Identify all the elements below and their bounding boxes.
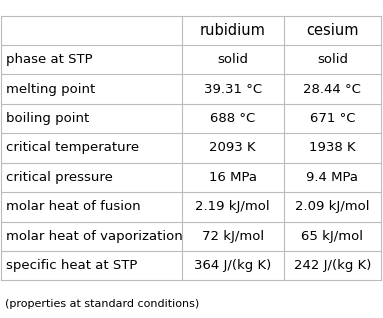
Text: 72 kJ/mol: 72 kJ/mol	[202, 230, 264, 243]
Text: 9.4 MPa: 9.4 MPa	[306, 171, 358, 184]
Text: molar heat of fusion: molar heat of fusion	[7, 200, 141, 213]
Text: 39.31 °C: 39.31 °C	[204, 83, 262, 96]
Text: 2093 K: 2093 K	[210, 142, 256, 155]
Text: 671 °C: 671 °C	[309, 112, 355, 125]
Text: solid: solid	[317, 53, 348, 66]
Text: 28.44 °C: 28.44 °C	[303, 83, 361, 96]
Text: phase at STP: phase at STP	[7, 53, 93, 66]
Text: 2.09 kJ/mol: 2.09 kJ/mol	[295, 200, 370, 213]
Text: 242 J/(kg K): 242 J/(kg K)	[294, 259, 371, 272]
Text: 2.19 kJ/mol: 2.19 kJ/mol	[195, 200, 270, 213]
Text: (properties at standard conditions): (properties at standard conditions)	[5, 299, 200, 309]
Text: rubidium: rubidium	[200, 23, 266, 38]
Text: 1938 K: 1938 K	[309, 142, 356, 155]
Text: critical pressure: critical pressure	[7, 171, 113, 184]
Text: specific heat at STP: specific heat at STP	[7, 259, 138, 272]
Text: boiling point: boiling point	[7, 112, 90, 125]
Text: 16 MPa: 16 MPa	[209, 171, 257, 184]
Text: 688 °C: 688 °C	[210, 112, 255, 125]
Text: 65 kJ/mol: 65 kJ/mol	[301, 230, 363, 243]
Text: 364 J/(kg K): 364 J/(kg K)	[194, 259, 272, 272]
Text: molar heat of vaporization: molar heat of vaporization	[7, 230, 183, 243]
Text: solid: solid	[217, 53, 248, 66]
Text: cesium: cesium	[306, 23, 358, 38]
Text: melting point: melting point	[7, 83, 96, 96]
Text: critical temperature: critical temperature	[7, 142, 139, 155]
